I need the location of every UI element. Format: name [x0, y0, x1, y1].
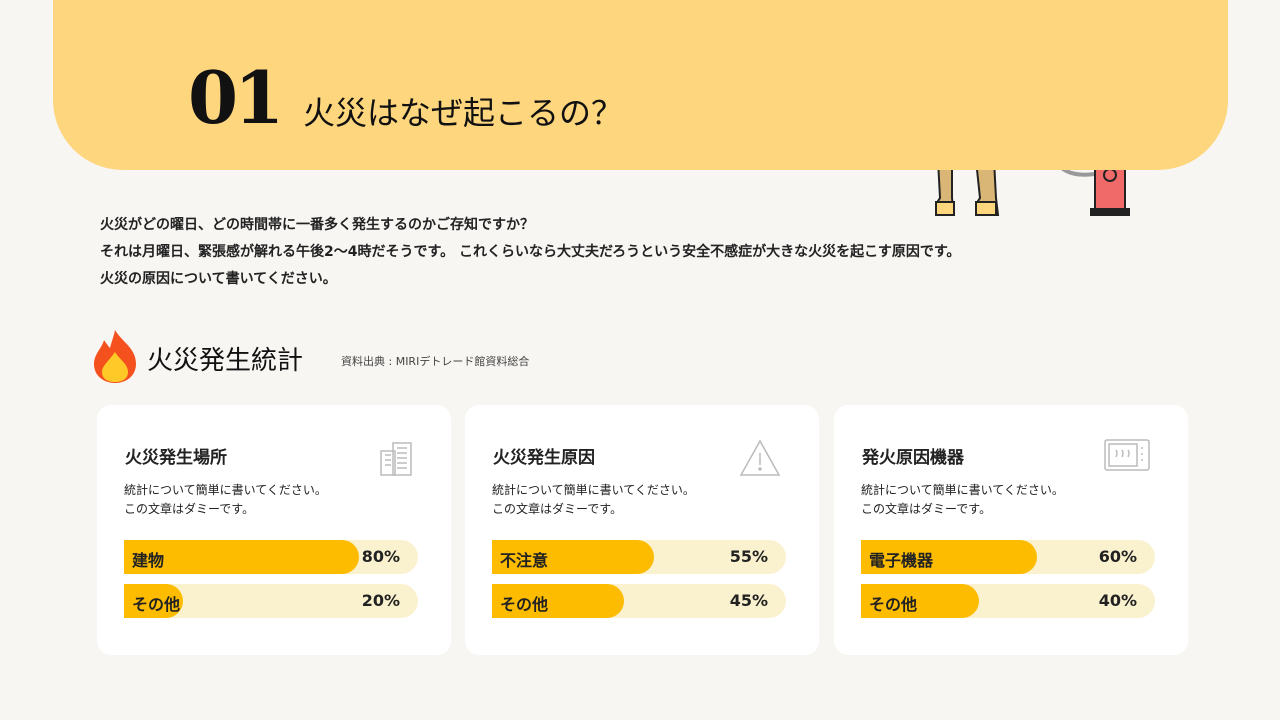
stat-bar-value: 55%	[729, 547, 768, 566]
stat-bar-label: その他	[132, 595, 181, 614]
desc-line: この文章はダミーです。	[124, 502, 255, 516]
intro-line: それは月曜日、緊張感が解れる午後2〜4時だそうです。 これくらいなら大丈夫だろう…	[100, 244, 961, 260]
card-description: 統計について簡単に書いてください。 この文章はダミーです。	[861, 481, 1064, 519]
stat-bar-label: その他	[869, 595, 918, 614]
card-title: 発火原因機器	[862, 448, 964, 468]
stat-bar-fill	[861, 540, 1038, 574]
stat-card: 発火原因機器 統計について簡単に書いてください。 この文章はダミーです。 電子機器…	[834, 405, 1188, 655]
stat-card: 火災発生場所 統計について簡単に書いてください。 この文章はダミーです。 建物 8…	[97, 405, 451, 655]
stat-bar: 電子機器 60%	[861, 540, 1155, 574]
building-icon	[379, 439, 413, 481]
stat-bar-label: 不注意	[500, 551, 549, 570]
stat-card: 火災発生原因 統計について簡単に書いてください。 この文章はダミーです。 不注意 …	[465, 405, 819, 655]
stat-bar-value: 80%	[361, 547, 400, 566]
intro-line: 火災がどの曜日、どの時間帯に一番多く発生するのかご存知ですか？	[100, 217, 534, 233]
stat-bar-label: 建物	[132, 551, 165, 570]
fire-icon	[94, 330, 136, 383]
stat-bar: その他 45%	[492, 584, 786, 618]
stat-bar-fill	[124, 584, 183, 618]
stat-bar-value: 40%	[1098, 591, 1137, 610]
source-note: 資料出典 : MIRIデトレード館資料総合	[341, 355, 530, 368]
stat-bar: 不注意 55%	[492, 540, 786, 574]
stat-bar-value: 60%	[1098, 547, 1137, 566]
desc-line: 統計について簡単に書いてください。	[492, 483, 695, 497]
stat-bar-label: その他	[500, 595, 549, 614]
intro-text: 火災がどの曜日、どの時間帯に一番多く発生するのかご存知ですか？ それは月曜日、緊…	[100, 212, 960, 293]
stat-bar-fill	[492, 540, 654, 574]
stat-bar-label: 電子機器	[869, 551, 934, 570]
stat-bar-fill	[124, 540, 360, 574]
stat-bar: その他 40%	[861, 584, 1155, 618]
card-description: 統計について簡単に書いてください。 この文章はダミーです。	[124, 481, 327, 519]
header-banner: 01 火災はなぜ起こるの？	[53, 0, 1228, 170]
card-title: 火災発生原因	[493, 448, 595, 468]
section-number: 01	[188, 55, 284, 140]
desc-line: この文章はダミーです。	[492, 502, 623, 516]
desc-line: 統計について簡単に書いてください。	[861, 483, 1064, 497]
warning-icon	[739, 439, 781, 481]
desc-line: 統計について簡単に書いてください。	[124, 483, 327, 497]
intro-line: 火災の原因について書いてください。	[100, 271, 337, 287]
desc-line: この文章はダミーです。	[861, 502, 992, 516]
stat-bar: その他 20%	[124, 584, 418, 618]
stat-bar-fill	[492, 584, 625, 618]
page-title: 火災はなぜ起こるの？	[303, 94, 624, 132]
microwave-icon	[1104, 439, 1150, 475]
stat-bar-fill	[861, 584, 979, 618]
stat-bar-value: 20%	[361, 591, 400, 610]
section-title: 火災発生統計	[147, 346, 304, 376]
card-title: 火災発生場所	[125, 448, 227, 468]
card-description: 統計について簡単に書いてください。 この文章はダミーです。	[492, 481, 695, 519]
stat-bar: 建物 80%	[124, 540, 418, 574]
stat-bar-value: 45%	[729, 591, 768, 610]
